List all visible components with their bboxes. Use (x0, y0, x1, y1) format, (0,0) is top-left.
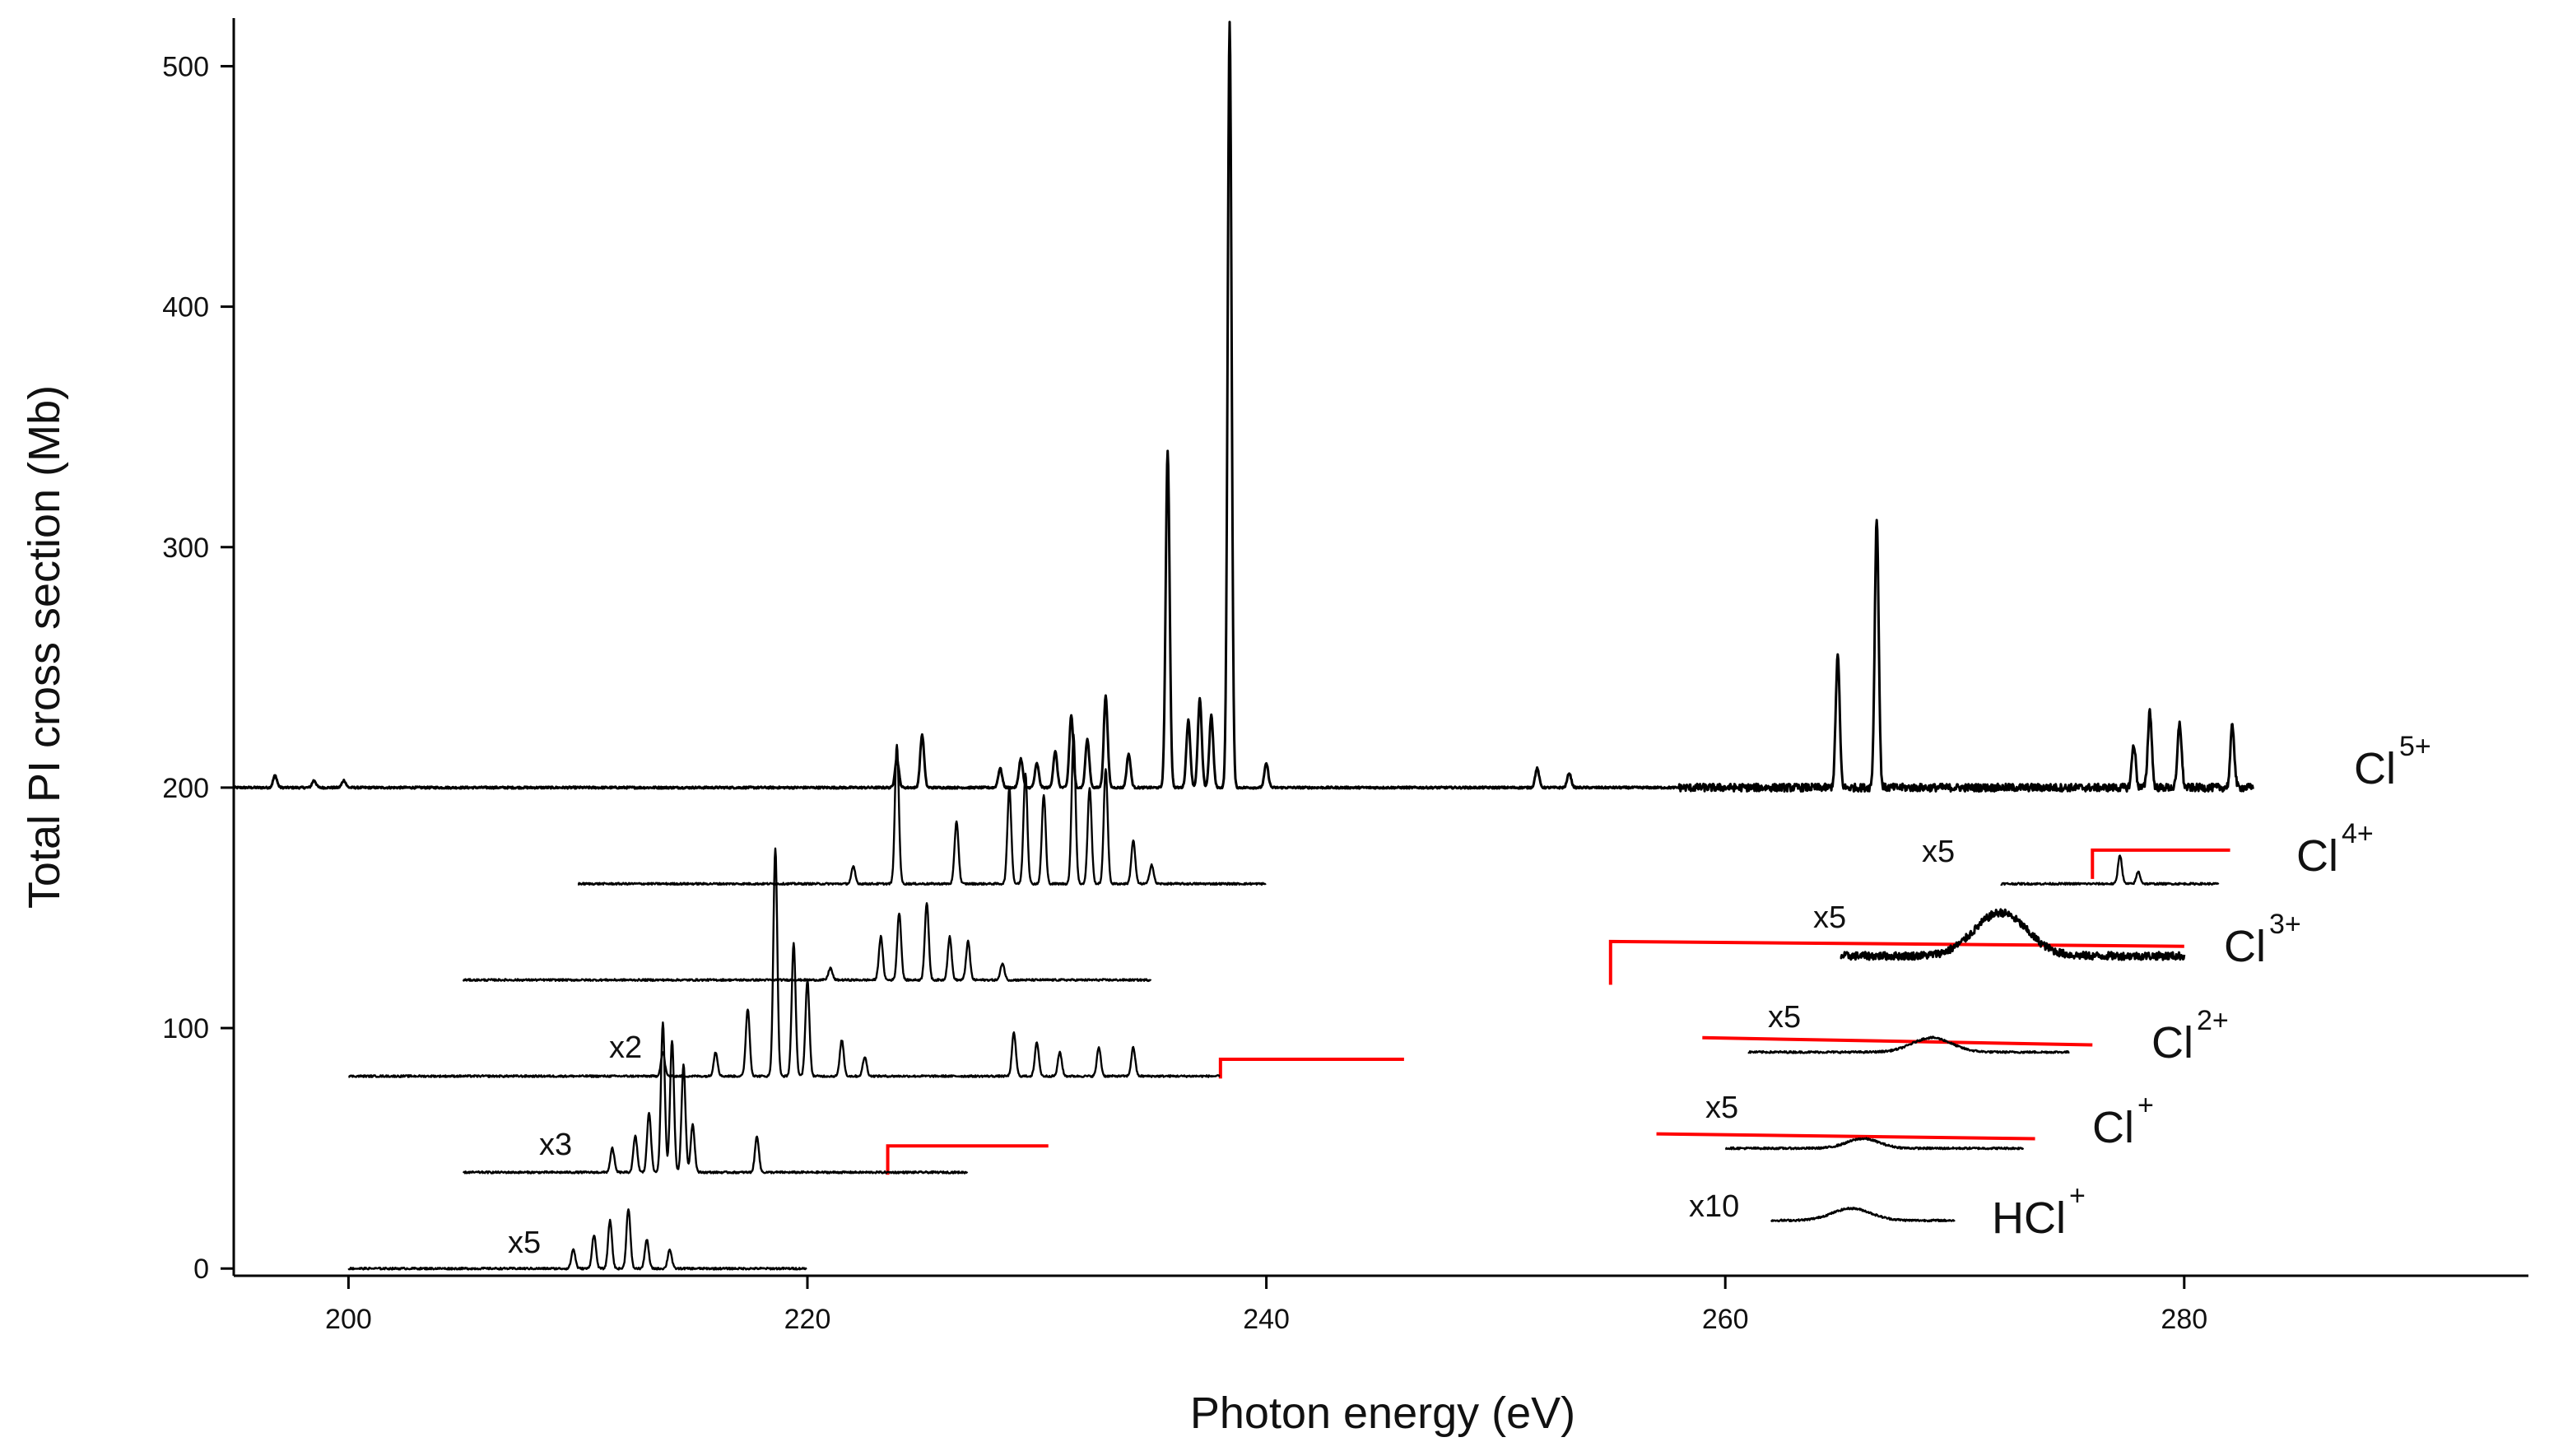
series-line-2 (462, 902, 1152, 982)
scale-label: x5 (1768, 1000, 1801, 1035)
ion-label: HCl (1992, 1193, 2066, 1243)
y-tick-label: 200 (162, 773, 209, 804)
ion-charge: 2+ (2197, 1005, 2229, 1036)
axes: 200 220 240 260 280 0 100 200 300 400 500 (162, 18, 2528, 1335)
ion-charge: + (2069, 1180, 2086, 1212)
y-tick-label: 300 (162, 533, 209, 564)
scale-label: x5 (1922, 835, 1955, 869)
ion-label: Cl (2151, 1018, 2193, 1068)
threshold-line-2 (1608, 939, 2184, 985)
x-tick-label: 280 (2161, 1304, 2207, 1335)
y-tick-label: 0 (193, 1254, 209, 1285)
x-tick-label: 200 (325, 1304, 372, 1335)
threshold-line-4 (1702, 1035, 2093, 1047)
x-tick-label: 260 (1702, 1304, 1749, 1335)
series-group (232, 21, 2254, 1271)
threshold-line-3 (2091, 848, 2230, 879)
threshold-lines (886, 848, 2230, 1175)
threshold-line-1 (1218, 1058, 1404, 1079)
scale-label: x2 (609, 1030, 642, 1065)
series-line-0 (232, 21, 2254, 793)
y-axis-title: Total PI cross section (Mb) (20, 385, 69, 909)
series-line-7 (1839, 908, 2186, 961)
series-line-5 (347, 1208, 807, 1271)
x-ticks: 200 220 240 260 280 (325, 1276, 2207, 1335)
scale-label: x5 (508, 1226, 541, 1260)
x-tick-label: 240 (1243, 1304, 1290, 1335)
scale-label: x10 (1689, 1189, 1739, 1224)
series-line-6 (2000, 854, 2220, 886)
ion-label: Cl (2354, 744, 2396, 793)
x-tick-label: 220 (784, 1304, 831, 1335)
x-axis-title: Photon energy (eV) (1190, 1389, 1575, 1438)
threshold-line-0 (886, 1144, 1049, 1175)
ion-charge: 4+ (2342, 818, 2374, 849)
series-line-9 (1724, 1137, 2025, 1151)
ion-charge: + (2137, 1090, 2154, 1121)
ion-charge: 5+ (2399, 731, 2431, 762)
ion-charge: 3+ (2269, 909, 2301, 940)
scale-label: x3 (539, 1128, 572, 1162)
scale-label: x5 (1813, 900, 1846, 935)
threshold-line-5 (1656, 1132, 2035, 1141)
series-line-3 (347, 847, 1221, 1078)
ion-label: Cl (2092, 1103, 2134, 1152)
ion-label: Cl (2296, 831, 2338, 881)
y-tick-label: 400 (162, 292, 209, 323)
series-line-10 (1770, 1207, 1956, 1223)
y-tick-label: 100 (162, 1013, 209, 1044)
y-ticks: 0 100 200 300 400 500 (162, 51, 234, 1285)
series-line-1 (577, 733, 1267, 886)
series-line-8 (1747, 1035, 2070, 1054)
series-line-4 (462, 1021, 969, 1175)
ion-label: Cl (2224, 922, 2266, 971)
y-tick-label: 500 (162, 51, 209, 82)
scale-label: x5 (1705, 1091, 1738, 1125)
